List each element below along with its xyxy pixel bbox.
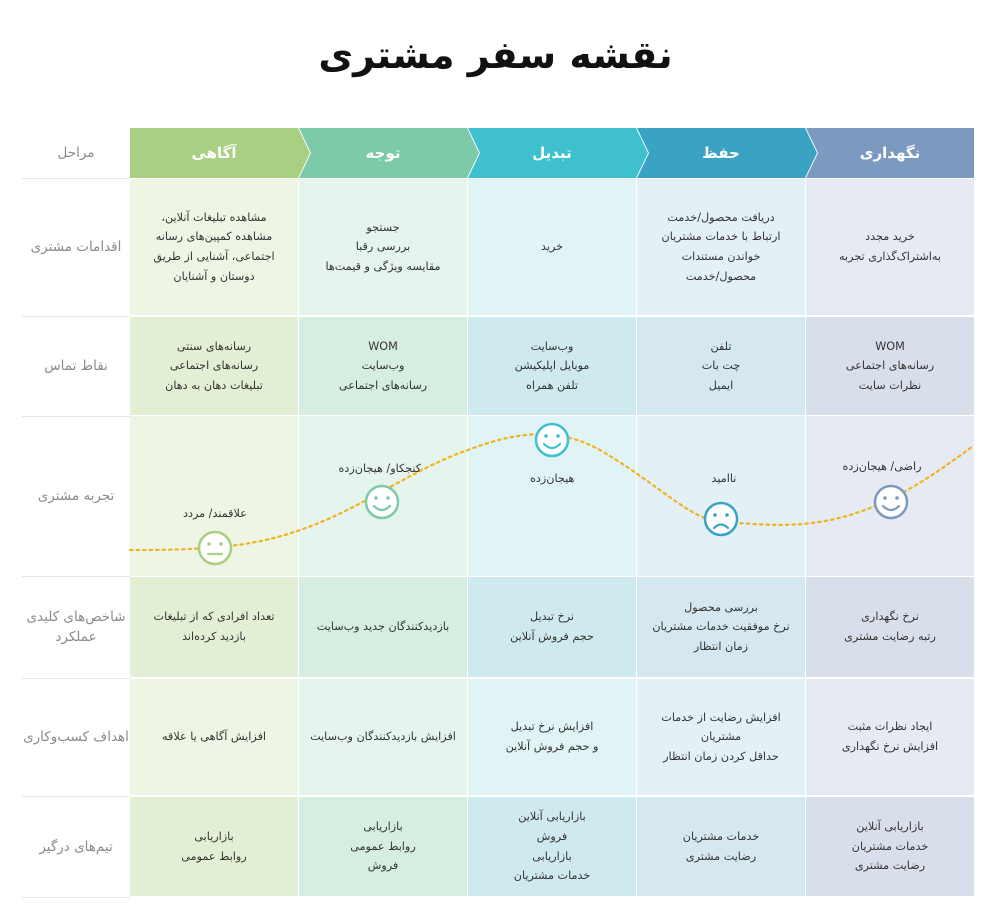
goals-cell: افزایش بازدیدکنندگان وب‌سایت [299, 679, 467, 795]
row-label: شاخص‌های کلیدی عملکرد [22, 576, 130, 679]
goals-cell: ایجاد نظرات مثبت افزایش نرخ نگهداری [806, 679, 974, 795]
teams-cell: بازاریابی روابط عمومی [130, 797, 298, 896]
experience-cell [637, 416, 805, 576]
page-title: نقشه سفر مشتری [318, 33, 673, 77]
goals-cell: افزایش آگاهی یا علاقه [130, 679, 298, 795]
neutral-face-icon [197, 530, 233, 566]
touchpoints-cell: تلفن چت بات ایمیل [637, 317, 805, 415]
experience-label: علاقمند/ مردد [183, 507, 247, 520]
phase-header-2: تبدیل [468, 128, 636, 178]
happy-face-icon [534, 422, 570, 458]
phase-name: آگاهی [191, 144, 237, 162]
phase-header-1: توجه [299, 128, 467, 178]
goals-cell: افزایش نرخ تبدیل و حجم فروش آنلاین [468, 679, 636, 795]
kpi-cell: نرخ تبدیل حجم فروش آنلاین [468, 577, 636, 677]
experience-label: راضی/ هیجان‌زده [842, 460, 922, 473]
teams-cell: خدمات مشتریان رضایت مشتری [637, 797, 805, 896]
row-label: اهداف کسب‌وکاری [22, 678, 130, 797]
phase-name: توجه [365, 144, 401, 162]
kpi-cell: تعداد افرادی که از تبلیغات بازدید کرده‌ا… [130, 577, 298, 677]
row-label-divider [22, 897, 130, 898]
phase-header-4: نگهداری [806, 128, 974, 178]
sad-face-icon [703, 501, 739, 537]
actions-cell: خرید مجدد به‌اشتراک‌گذاری تجربه [806, 179, 974, 315]
happy-face-icon [873, 484, 909, 520]
phase-name: حفظ [702, 144, 740, 162]
phase-name: تبدیل [532, 144, 572, 162]
phase-header-3: حفظ [637, 128, 805, 178]
touchpoints-cell: WOM رسانه‌های اجتماعی نظرات سایت [806, 317, 974, 415]
row-label: اقدامات مشتری [22, 178, 130, 317]
phase-name: نگهداری [859, 144, 921, 162]
kpi-cell: بازدیدکنندگان جدید وب‌سایت [299, 577, 467, 677]
phase-header-0: آگاهی [130, 128, 298, 178]
kpi-cell: بررسی محصول نرخ موفقیت خدمات مشتریان زما… [637, 577, 805, 677]
teams-cell: بازاریابی آنلاین فروش بازاریابی خدمات مش… [468, 797, 636, 896]
row-label: نقاط تماس [22, 316, 130, 417]
actions-cell: مشاهده تبلیغات آنلاین، مشاهده کمپین‌های … [130, 179, 298, 315]
row-label: تجربه مشتری [22, 416, 130, 577]
actions-cell: دریافت محصول/خدمت ارتباط با خدمات مشتریا… [637, 179, 805, 315]
touchpoints-cell: وب‌سایت موبایل اپلیکیشن تلفن همراه [468, 317, 636, 415]
experience-label: کنجکاو/ هیجان‌زده [338, 462, 422, 475]
touchpoints-cell: WOM وب‌سایت رسانه‌های اجتماعی [299, 317, 467, 415]
actions-cell: جستجو بررسی رقبا مقایسه ویژگی و قیمت‌ها [299, 179, 467, 315]
touchpoints-cell: رسانه‌های سنتی رسانه‌های اجتماعی تبلیغات… [130, 317, 298, 415]
actions-cell: خرید [468, 179, 636, 315]
teams-cell: بازاریابی آنلاین خدمات مشتریان رضایت مشت… [806, 797, 974, 896]
experience-label: هیجان‌زده [530, 472, 575, 485]
teams-cell: بازاریابی روابط عمومی فروش [299, 797, 467, 896]
happy-face-icon [364, 484, 400, 520]
stages-label: مراحل [57, 145, 95, 161]
kpi-cell: نرخ نگهداری رتبه رضایت مشتری [806, 577, 974, 677]
goals-cell: افزایش رضایت از خدمات مشتریان حداقل کردن… [637, 679, 805, 795]
experience-label: ناامید [711, 472, 737, 485]
row-label: تیم‌های درگیر [22, 796, 130, 898]
